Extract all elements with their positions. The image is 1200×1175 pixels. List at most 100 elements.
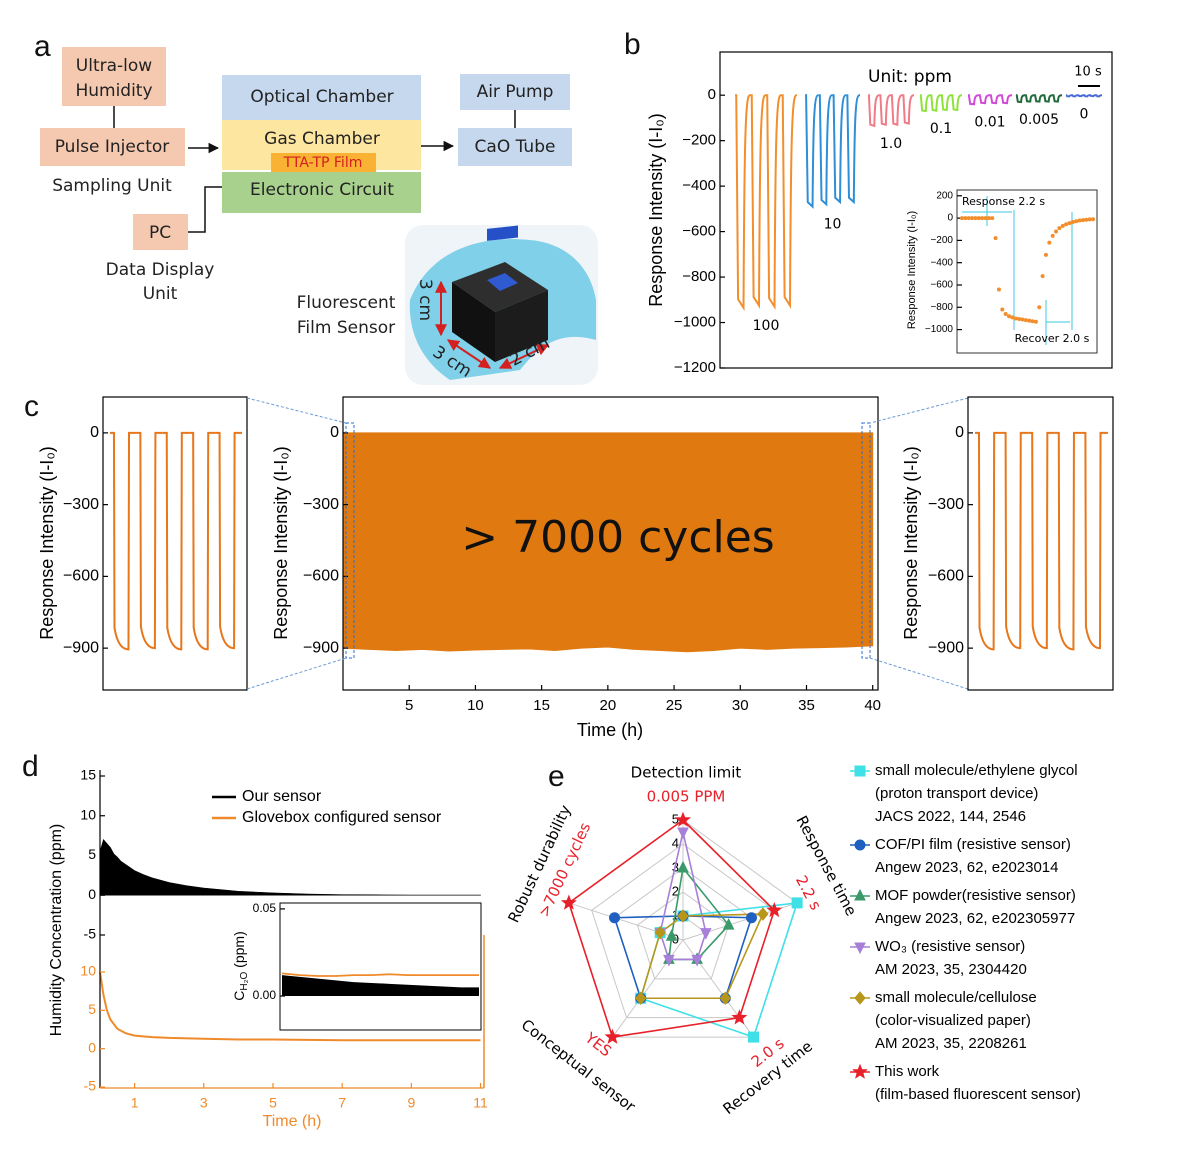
y-tick-label: −800 (930, 302, 953, 313)
marker (719, 991, 731, 1006)
box-label: Electronic Circuit (250, 180, 394, 200)
point (976, 216, 981, 221)
marker (791, 897, 803, 909)
y-tick-label: −400 (682, 177, 716, 194)
sensor-side (495, 290, 548, 362)
pulse (967, 94, 979, 106)
series-line (99, 971, 481, 1042)
pulse (1089, 94, 1096, 98)
axis-label: Detection limit (631, 764, 742, 782)
x-tick-label: 1 (131, 1095, 139, 1111)
pulse (1095, 94, 1102, 98)
sensor-cap (487, 225, 518, 241)
point (1087, 217, 1092, 222)
y-axis-label-part: (ppm) (231, 931, 247, 971)
y-tick-label: 0 (955, 424, 964, 441)
point (1060, 223, 1065, 228)
series-label: 0.005 (1019, 112, 1059, 128)
y-tick-label: −200 (682, 132, 716, 149)
caption: Data Display (106, 260, 215, 280)
y-tick-label: 0 (88, 886, 96, 902)
legend-label: COF/PI film (resistive sensor) (875, 836, 1071, 853)
y-axis-label-sub: H₂O (239, 972, 250, 991)
point (1020, 317, 1025, 322)
y-tick-label: 5 (88, 846, 96, 862)
box-label: Gas Chamber (264, 129, 380, 149)
point (1047, 240, 1052, 245)
series-area (99, 838, 481, 896)
y-tick-label: −1000 (925, 324, 954, 335)
y-axis-label-part: C (231, 991, 247, 1001)
box-label: Pulse Injector (55, 137, 170, 157)
point (1091, 217, 1095, 222)
marker (691, 954, 703, 967)
y-axis-label: Humidity Concentration (ppm) (48, 824, 65, 1037)
point (966, 216, 971, 221)
legend-detail: AM 2023, 35, 2304420 (875, 961, 1027, 978)
marker (675, 811, 691, 827)
x-axis-label: Time (h) (263, 1113, 322, 1130)
series-area (282, 975, 479, 997)
point (970, 216, 975, 221)
y-axis-label: Response Intensity (I-I₀) (646, 113, 666, 307)
y-tick-label: 5 (88, 1001, 96, 1017)
panel-label: a (34, 30, 51, 63)
zoom-connector (246, 397, 347, 424)
box (133, 214, 188, 250)
dimension-arrow (447, 339, 491, 369)
panel-label: b (624, 28, 641, 61)
pulse (781, 94, 798, 309)
zoom-region (861, 422, 871, 659)
point (990, 216, 995, 221)
axis-label: Conceptual sensor (518, 1016, 640, 1117)
pulse (1083, 94, 1090, 98)
marker (766, 901, 783, 918)
annotation: Unit: ppm (868, 67, 952, 87)
x-tick-label: 35 (798, 697, 815, 714)
marker (700, 928, 712, 940)
point (1043, 252, 1048, 257)
x-tick-label: 11 (473, 1095, 488, 1111)
box-label: CaO Tube (475, 137, 556, 157)
point (1007, 314, 1012, 319)
legend-label: MOF powder(resistive sensor) (875, 887, 1076, 904)
x-tick-label: 40 (864, 697, 881, 714)
series-outline (567, 818, 776, 1038)
marker (748, 1031, 760, 1043)
r-tick-label: 2 (672, 883, 679, 898)
y-axis-label: Response Intensity (I-I₀) (37, 446, 57, 640)
legend-detail: Angew 2023, 62, e202305977 (875, 910, 1075, 927)
marker (854, 839, 866, 851)
pulse (978, 94, 990, 105)
box (458, 128, 572, 166)
point (1017, 316, 1022, 321)
box-label: Ultra-low (76, 56, 152, 76)
pulse (1052, 94, 1062, 103)
r-tick-label: 4 (672, 835, 679, 850)
inset-frame (279, 902, 482, 1031)
pulse (919, 94, 931, 113)
legend-detail: (proton transport device) (875, 785, 1038, 802)
pulse (879, 94, 891, 127)
y-tick-label: −900 (303, 639, 339, 656)
plot-frame (102, 396, 248, 691)
legend-label: WO₃ (resistive sensor) (875, 938, 1025, 955)
zoom-connector (869, 657, 969, 690)
point (1077, 218, 1082, 223)
pulse (110, 431, 137, 651)
point (1057, 226, 1062, 231)
point (1054, 229, 1059, 234)
legend-label: small molecule/ethylene glycol (875, 762, 1078, 779)
sensor-cap (487, 273, 518, 291)
marker (745, 912, 757, 924)
axis-annotation: 0.005 PPM (647, 788, 726, 806)
pulse (750, 94, 767, 309)
r-tick-label: 5 (672, 811, 679, 826)
zoom-region (345, 422, 355, 659)
legend-detail: AM 2023, 35, 2208261 (875, 1035, 1027, 1052)
pulse (1000, 94, 1012, 105)
point (1084, 217, 1089, 222)
box (62, 47, 166, 106)
marker (677, 909, 689, 923)
inset-frame (956, 189, 1098, 354)
